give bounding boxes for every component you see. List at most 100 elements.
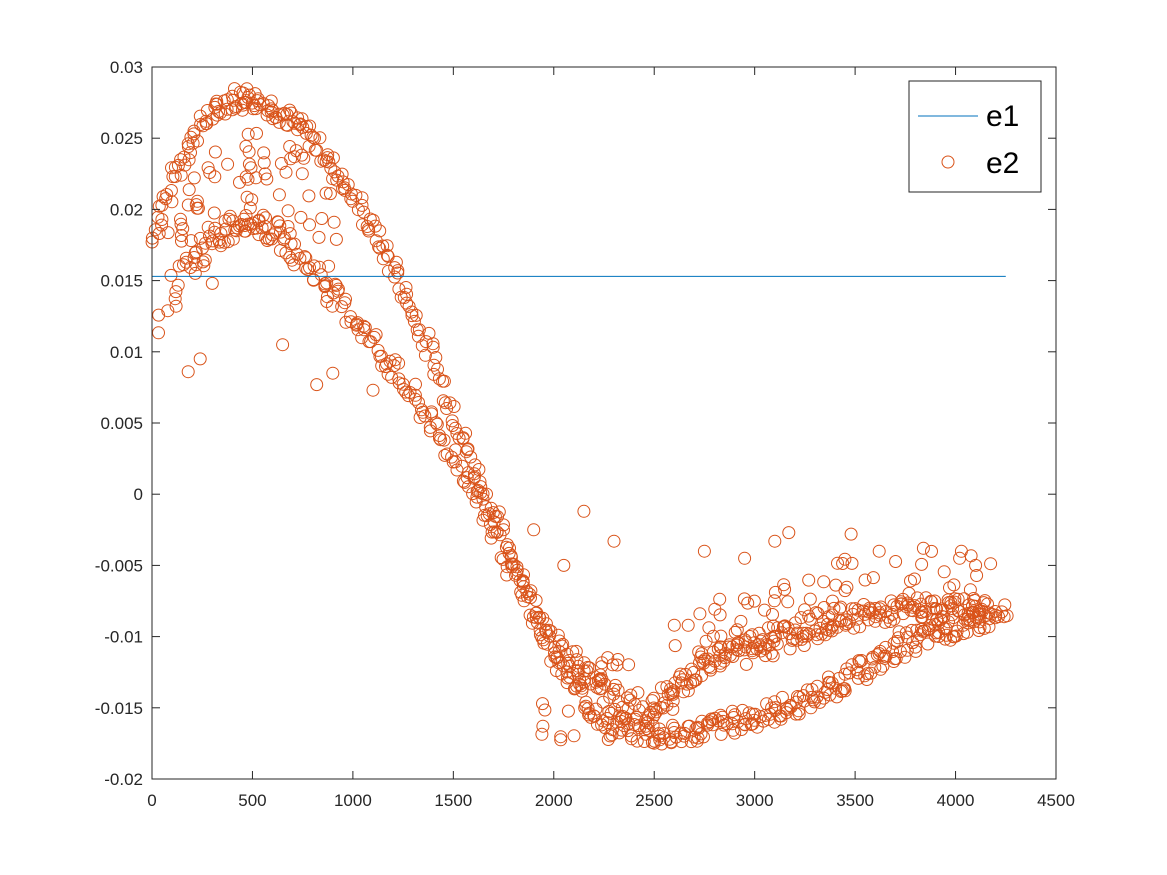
e2-point	[739, 657, 753, 671]
e2-point	[969, 558, 983, 572]
e2-point	[259, 211, 272, 225]
e2-point	[509, 568, 522, 582]
e2-point	[368, 219, 382, 233]
e2-point	[214, 106, 227, 120]
e2-point	[601, 733, 615, 746]
e2-point	[667, 721, 681, 735]
e2-point	[535, 727, 549, 741]
e2-point	[279, 118, 293, 132]
e2-point	[460, 471, 474, 485]
e2-point	[490, 525, 504, 539]
e2-point	[464, 450, 478, 464]
e2-point	[199, 236, 212, 250]
e2-point	[731, 636, 745, 650]
x-tick-label: 500	[238, 791, 266, 810]
e2-point	[445, 414, 459, 428]
e2-point	[631, 719, 645, 733]
e2-point	[765, 701, 779, 715]
e2-point	[706, 713, 719, 727]
e2-point	[273, 219, 287, 233]
e2-point	[608, 702, 622, 716]
e2-point	[753, 710, 767, 724]
e2-point	[431, 362, 444, 376]
e2-point	[279, 165, 293, 179]
e2-point	[577, 656, 591, 670]
e2-point	[412, 323, 426, 337]
e2-point	[366, 213, 380, 227]
e2-point	[303, 218, 316, 232]
e2-point	[879, 640, 892, 654]
e2-point	[908, 640, 922, 654]
e2-point	[803, 592, 817, 606]
e2-point	[210, 108, 224, 122]
e2-point	[554, 733, 568, 747]
e2-point	[174, 212, 187, 226]
e2-point	[362, 224, 376, 238]
e2-point	[889, 555, 903, 568]
e2-point	[171, 278, 185, 292]
e2-point	[208, 170, 222, 184]
e2-point	[656, 701, 670, 715]
e2-point	[647, 701, 661, 715]
e2-point	[968, 599, 982, 613]
e2-point	[366, 383, 380, 397]
e2-point	[768, 534, 782, 548]
e2-point	[713, 659, 727, 673]
e2-point	[322, 259, 336, 273]
e2-point	[640, 722, 654, 736]
e2-point	[954, 544, 968, 558]
e2-point	[181, 365, 195, 379]
e2-point	[168, 292, 182, 306]
e2-point	[699, 634, 713, 648]
e2-point	[544, 624, 558, 638]
e2-point	[329, 278, 343, 292]
e2-point	[652, 722, 666, 736]
e2-point	[443, 396, 457, 410]
e2-point	[762, 621, 775, 635]
e2-point	[811, 632, 825, 646]
e2-point	[286, 115, 300, 129]
e2-point	[308, 143, 322, 157]
e2-point	[189, 198, 203, 212]
e2-point	[326, 366, 340, 380]
e2-point	[380, 239, 394, 253]
e2-point	[768, 630, 782, 643]
e2-point	[257, 146, 271, 160]
e2-point	[515, 588, 529, 602]
e2-point	[213, 235, 226, 249]
e2-point	[723, 638, 737, 652]
e2-point	[223, 209, 237, 223]
e2-point	[310, 378, 324, 392]
e2-point	[437, 374, 451, 388]
e2-point	[838, 684, 852, 698]
e2-point	[241, 127, 255, 141]
e2-point	[741, 596, 755, 610]
e2-point	[607, 534, 621, 548]
e2-point	[504, 549, 518, 563]
e2-point	[298, 250, 312, 264]
e2-point	[244, 161, 258, 175]
e2-point	[283, 250, 297, 264]
legend: e1 e2	[908, 80, 1042, 193]
e2-point	[638, 723, 652, 737]
e2-point	[436, 394, 450, 408]
e2-point	[948, 595, 962, 609]
x-tick-label: 3500	[836, 791, 874, 810]
e2-point	[970, 569, 984, 582]
e2-point	[418, 348, 432, 362]
e2-point	[181, 140, 195, 154]
e2-point	[794, 611, 808, 625]
e2-point	[201, 220, 215, 234]
e2-point	[199, 117, 213, 130]
e2-point	[383, 354, 397, 368]
e2-point	[189, 245, 203, 259]
e2-point	[826, 594, 839, 608]
e2-point	[590, 680, 604, 694]
e2-point	[372, 240, 386, 254]
e2-point	[629, 710, 643, 724]
e2-point	[872, 606, 886, 620]
e2-point	[266, 104, 280, 118]
e2-point	[196, 119, 210, 133]
e2-point	[409, 308, 423, 322]
e2-point	[580, 664, 594, 678]
